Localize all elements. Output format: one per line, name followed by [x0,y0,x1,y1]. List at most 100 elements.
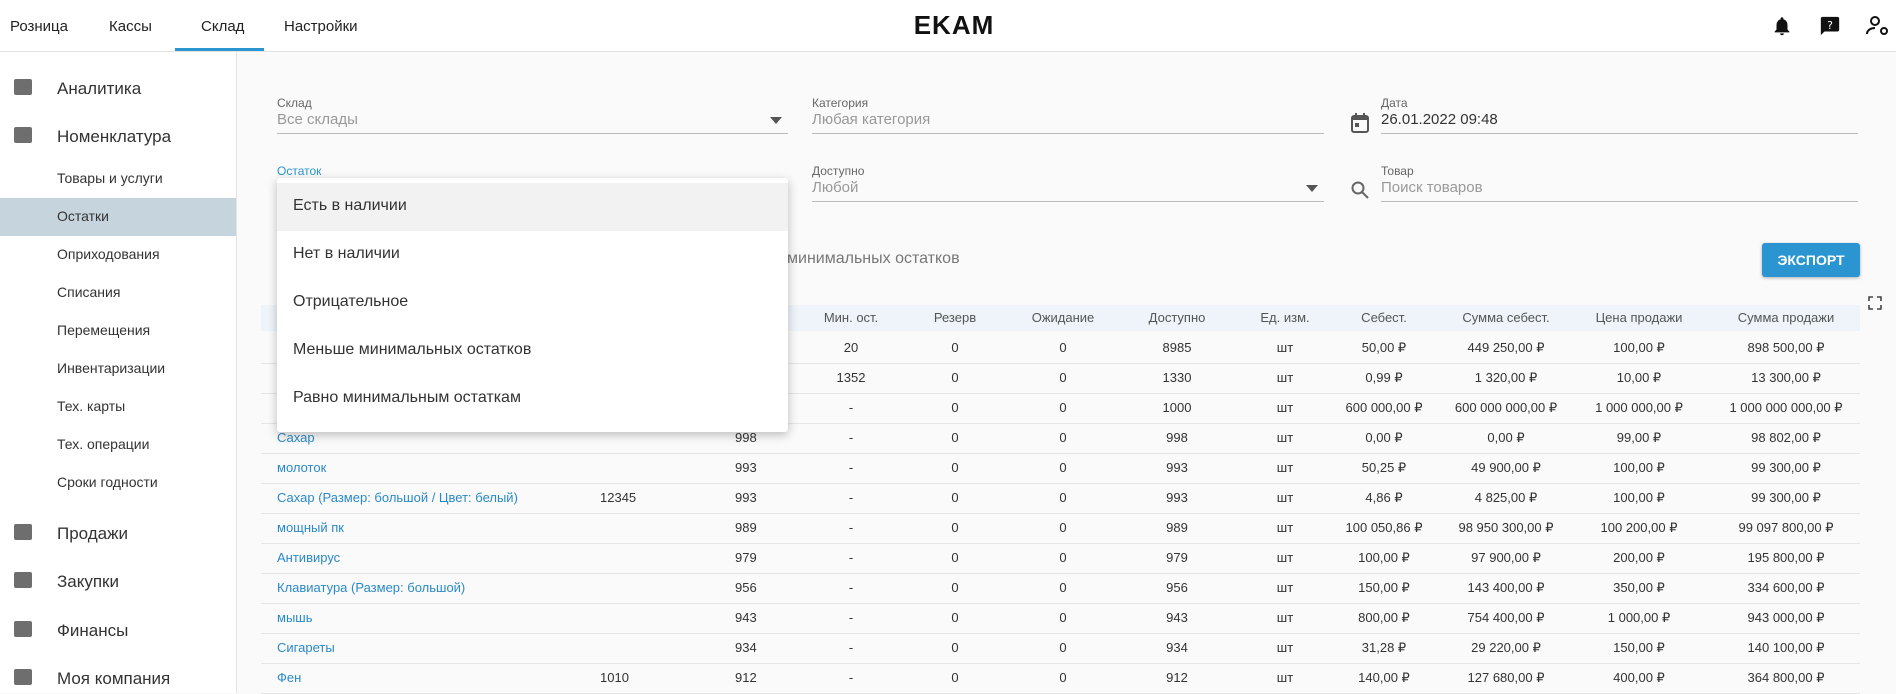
table-cell: 1 320,00 ₽ [1474,370,1538,385]
submenu-item[interactable]: Товары и услуги [57,170,163,186]
table-cell: шт [1276,580,1294,595]
product-link[interactable]: Сахар [277,430,315,445]
row-divider [261,483,1860,484]
field-label: Категория [812,96,869,110]
menu-item[interactable]: Финансы [57,621,129,640]
table-cell: - [848,550,854,565]
account-settings-icon[interactable] [1866,15,1890,37]
table-cell: 989 [1166,520,1188,535]
nav-tab[interactable]: Склад [201,18,245,35]
submenu-item[interactable]: Перемещения [57,322,151,338]
field-value[interactable]: Все склады [277,111,358,128]
field-label: Склад [277,96,312,110]
notifications-icon[interactable] [1771,15,1793,37]
select-arrow[interactable] [770,117,782,125]
table-cell: 993 [1166,490,1188,505]
product-link[interactable]: мощный пк [277,520,344,535]
table-cell: шт [1276,370,1294,385]
menu-item[interactable]: Аналитика [57,79,142,98]
submenu-item[interactable]: Тех. карты [57,398,126,414]
product-link[interactable]: мышь [277,610,313,625]
table-cell: 100,00 ₽ [1358,550,1410,565]
field-underline [277,133,788,134]
submenu-item[interactable]: Инвентаризации [57,360,166,376]
table-cell: шт [1276,640,1294,655]
table-cell: - [848,610,854,625]
table-cell: - [848,520,854,535]
field-underline [1381,201,1858,202]
fullscreen-icon[interactable] [1868,296,1882,310]
dropdown-option[interactable]: Отрицательное [293,293,409,310]
column-header: Мин. ост. [823,310,879,325]
table-cell: 99 097 800,00 ₽ [1738,520,1834,535]
submenu-item[interactable]: Списания [57,284,121,300]
field-value[interactable]: Любой [812,179,859,196]
row-divider [261,393,1860,394]
submenu-item[interactable]: Сроки годности [57,474,158,490]
field-value[interactable]: Поиск товаров [1381,179,1483,196]
table-cell: 0 [1059,610,1067,625]
table-cell: 400,00 ₽ [1613,670,1665,685]
select-arrow[interactable] [1306,185,1318,193]
table-cell: 4 825,00 ₽ [1474,490,1538,505]
nav-tab[interactable]: Розница [10,18,68,35]
table-cell: 1 000 000,00 ₽ [1595,400,1683,415]
nav-tab[interactable]: Настройки [284,18,358,35]
product-link[interactable]: Клавиатура (Размер: большой) [277,580,466,595]
product-link[interactable]: Фен [277,670,302,685]
product-link[interactable]: Сигареты [277,640,335,655]
menu-item[interactable]: Продажи [57,524,128,543]
dropdown-option[interactable]: Есть в наличии [293,197,407,214]
table-cell: 1352 [836,370,866,385]
stock-cell: 993 [735,460,757,475]
stock-cell: 993 [735,490,757,505]
calendar-icon[interactable] [1351,113,1369,133]
logo[interactable]: EKAM [913,10,995,40]
table-cell: шт [1276,520,1294,535]
table-cell: 0 [951,370,959,385]
menu-item[interactable]: Моя компания [57,669,171,688]
table-cell: шт [1276,400,1294,415]
table-cell: 364 800,00 ₽ [1747,670,1825,685]
export-label[interactable]: ЭКСПОРТ [1777,252,1845,268]
table-cell: 0 [951,520,959,535]
row-divider [261,663,1860,664]
product-link[interactable]: молоток [277,460,327,475]
column-header: Сумма продажи [1737,310,1835,325]
export-button[interactable] [1762,243,1860,277]
dropdown-option[interactable]: Нет в наличии [293,245,400,262]
field-underline [1381,133,1858,134]
table-cell: 20 [843,340,859,355]
table-cell: 100,00 ₽ [1613,460,1665,475]
table-cell: 0 [1059,370,1067,385]
table-cell: 150,00 ₽ [1613,640,1665,655]
table-cell: 0 [951,670,959,685]
dropdown-option[interactable]: Равно минимальным остаткам [293,389,521,406]
submenu-item[interactable]: Оприходования [57,246,160,262]
submenu-item[interactable]: Тех. операции [57,436,150,452]
table-cell: 1330 [1162,370,1192,385]
menu-item[interactable]: Закупки [57,572,119,591]
dropdown-option[interactable]: Меньше минимальных остатков [293,341,532,358]
table-cell: 0,99 ₽ [1365,370,1403,385]
table-cell: 956 [1166,580,1188,595]
table-cell: 98 950 300,00 ₽ [1458,520,1554,535]
stock-cell: 956 [735,580,757,595]
nav-tab[interactable]: Кассы [109,18,152,35]
table-cell: 29 220,00 ₽ [1471,640,1541,655]
field-label: Остаток [277,164,322,178]
help-icon[interactable]: ? [1819,15,1841,37]
product-link[interactable]: Антивирус [277,550,341,565]
field-value[interactable]: Любая категория [812,111,931,128]
product-link[interactable]: Сахар (Размер: большой / Цвет: белый) [277,490,518,505]
option-highlight [277,183,788,231]
field-value[interactable]: 26.01.2022 09:48 [1381,111,1498,128]
menu-item[interactable]: Номенклатура [57,127,172,146]
submenu-item[interactable]: Остатки [57,208,109,224]
svg-text:?: ? [1827,19,1833,32]
table-cell: 0,00 ₽ [1487,430,1525,445]
table-cell: 800,00 ₽ [1358,610,1410,625]
stock-cell: 979 [735,550,757,565]
row-divider [261,423,1860,424]
sidebar: Аналитика Номенклатура Товары и услуги Оста… [0,52,237,693]
